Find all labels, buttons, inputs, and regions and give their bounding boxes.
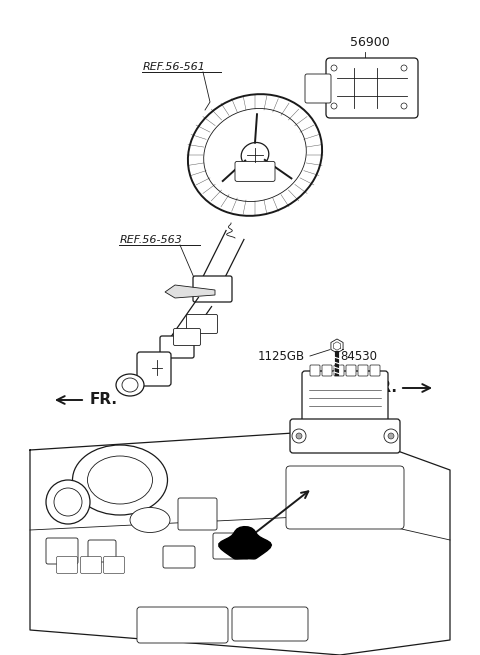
FancyBboxPatch shape bbox=[370, 365, 380, 376]
FancyBboxPatch shape bbox=[346, 365, 356, 376]
FancyBboxPatch shape bbox=[322, 365, 332, 376]
Circle shape bbox=[46, 480, 90, 524]
Circle shape bbox=[331, 103, 337, 109]
Text: REF.56-561: REF.56-561 bbox=[143, 62, 206, 72]
Ellipse shape bbox=[122, 378, 138, 392]
Text: REF.56-563: REF.56-563 bbox=[120, 235, 183, 245]
Polygon shape bbox=[331, 339, 343, 353]
FancyBboxPatch shape bbox=[163, 546, 195, 568]
FancyBboxPatch shape bbox=[137, 607, 228, 643]
Circle shape bbox=[54, 488, 82, 516]
FancyBboxPatch shape bbox=[81, 557, 101, 574]
FancyBboxPatch shape bbox=[193, 276, 232, 302]
FancyBboxPatch shape bbox=[305, 74, 331, 103]
Polygon shape bbox=[219, 527, 271, 559]
Circle shape bbox=[401, 65, 407, 71]
Ellipse shape bbox=[116, 374, 144, 396]
FancyBboxPatch shape bbox=[46, 538, 78, 564]
Circle shape bbox=[388, 433, 394, 439]
Circle shape bbox=[292, 429, 306, 443]
FancyBboxPatch shape bbox=[310, 365, 320, 376]
FancyBboxPatch shape bbox=[326, 58, 418, 118]
Text: FR.: FR. bbox=[90, 392, 118, 407]
Ellipse shape bbox=[241, 143, 269, 168]
Text: 56900: 56900 bbox=[350, 35, 390, 48]
Text: 1125GB: 1125GB bbox=[258, 350, 305, 362]
Circle shape bbox=[401, 103, 407, 109]
FancyBboxPatch shape bbox=[173, 329, 201, 345]
FancyBboxPatch shape bbox=[178, 498, 217, 530]
Ellipse shape bbox=[87, 456, 153, 504]
Polygon shape bbox=[30, 430, 450, 655]
Circle shape bbox=[384, 429, 398, 443]
FancyBboxPatch shape bbox=[137, 352, 171, 386]
FancyBboxPatch shape bbox=[358, 365, 368, 376]
FancyBboxPatch shape bbox=[232, 607, 308, 641]
FancyBboxPatch shape bbox=[104, 557, 124, 574]
FancyBboxPatch shape bbox=[160, 336, 194, 358]
Ellipse shape bbox=[72, 445, 168, 515]
Text: 84530: 84530 bbox=[340, 350, 377, 362]
Polygon shape bbox=[165, 285, 215, 298]
FancyBboxPatch shape bbox=[213, 533, 249, 559]
FancyBboxPatch shape bbox=[334, 365, 344, 376]
FancyBboxPatch shape bbox=[235, 161, 275, 181]
FancyBboxPatch shape bbox=[290, 419, 400, 453]
Ellipse shape bbox=[130, 508, 170, 533]
Circle shape bbox=[331, 65, 337, 71]
FancyBboxPatch shape bbox=[187, 314, 217, 333]
FancyBboxPatch shape bbox=[302, 371, 388, 425]
FancyBboxPatch shape bbox=[88, 540, 116, 562]
Circle shape bbox=[296, 433, 302, 439]
Text: FR.: FR. bbox=[370, 381, 398, 396]
FancyBboxPatch shape bbox=[286, 466, 404, 529]
FancyBboxPatch shape bbox=[57, 557, 77, 574]
